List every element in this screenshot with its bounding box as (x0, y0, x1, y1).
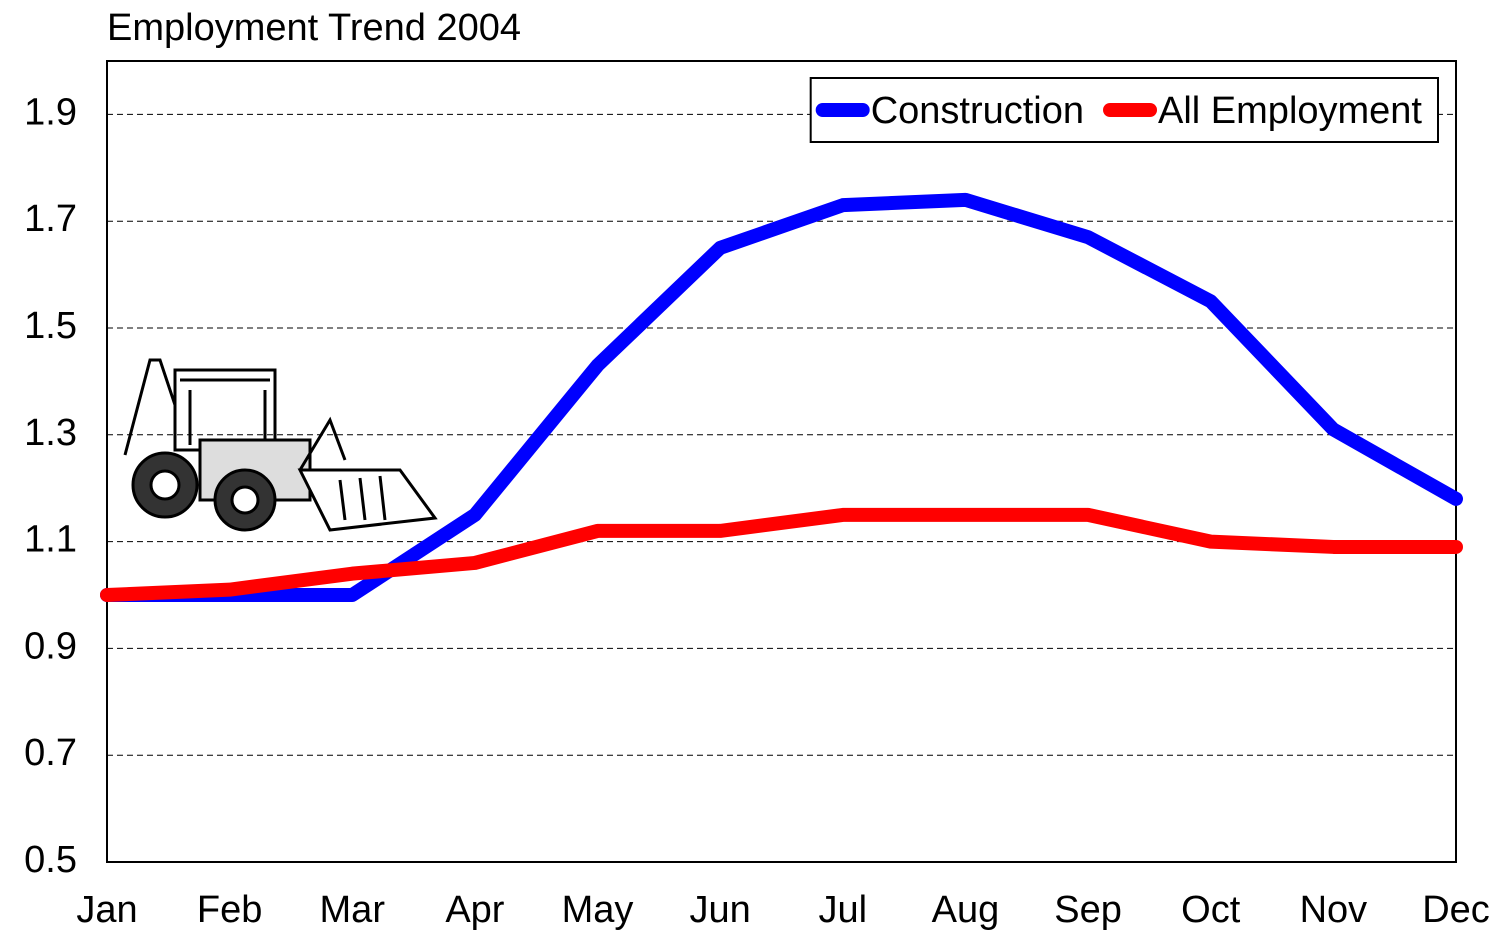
x-tick-label: Jun (690, 889, 751, 931)
y-tick-label: 1.5 (24, 305, 77, 347)
legend-label: All Employment (1158, 90, 1422, 132)
y-tick-label: 0.9 (24, 625, 77, 667)
x-tick-label: Oct (1181, 889, 1241, 931)
y-tick-label: 1.3 (24, 412, 77, 454)
plot-area (106, 60, 1457, 863)
y-tick-label: 1.1 (24, 519, 77, 561)
x-tick-label: Apr (445, 889, 504, 931)
x-tick-label: Aug (932, 889, 1000, 931)
x-tick-label: Jan (76, 889, 137, 931)
y-tick-label: 0.7 (24, 732, 77, 774)
x-tick-label: Nov (1300, 889, 1368, 931)
x-tick-label: Dec (1422, 889, 1490, 931)
x-tick-label: May (562, 889, 634, 931)
y-tick-label: 0.5 (24, 839, 77, 881)
bulldozer-illustration (123, 358, 438, 532)
legend-label: Construction (871, 90, 1084, 132)
x-tick-label: Sep (1054, 889, 1122, 931)
x-tick-label: Feb (197, 889, 262, 931)
chart-title: Employment Trend 2004 (107, 7, 521, 49)
x-tick-label: Mar (320, 889, 386, 931)
y-tick-label: 1.9 (24, 91, 77, 133)
x-tick-label: Jul (819, 889, 868, 931)
y-tick-label: 1.7 (24, 198, 77, 240)
legend: Construction All Employment (809, 77, 1439, 143)
data-line (100, 192, 1463, 602)
data-line (100, 507, 1463, 602)
